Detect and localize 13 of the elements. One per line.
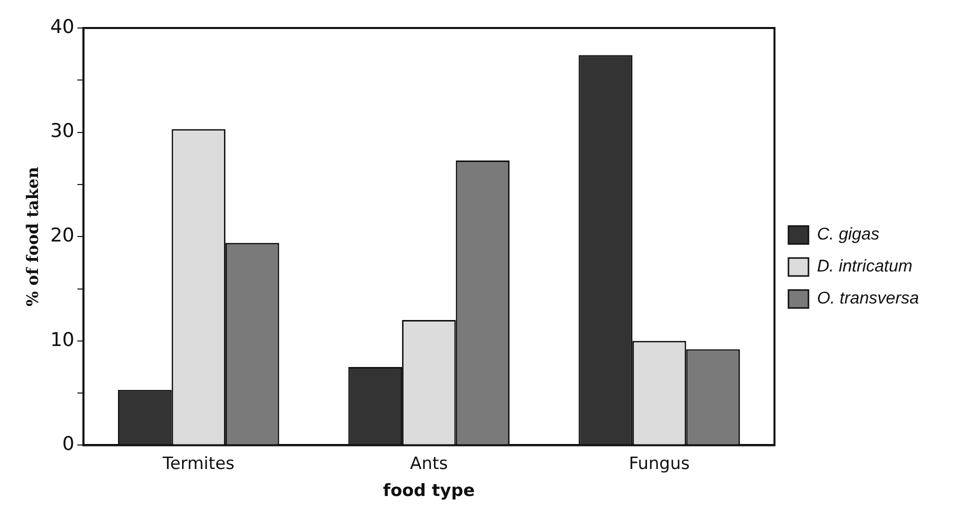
legend-label: C. gigas xyxy=(816,224,880,244)
y-tick-label: 40 xyxy=(50,16,74,38)
y-tick-label: 20 xyxy=(50,224,74,247)
x-tick-label: Ants xyxy=(410,454,448,474)
x-tick-label: Fungus xyxy=(628,454,690,474)
legend-label: O. transversa xyxy=(816,288,920,308)
x-axis-title: food type xyxy=(383,481,475,502)
x-tick-label: Termites xyxy=(162,454,235,474)
legend-label: D. intricatum xyxy=(816,256,912,276)
y-tick-label: 0 xyxy=(62,433,74,456)
y-tick-label: 10 xyxy=(50,328,74,351)
y-tick-label: 30 xyxy=(50,120,74,142)
y-axis-title: % of food taken xyxy=(22,166,42,306)
